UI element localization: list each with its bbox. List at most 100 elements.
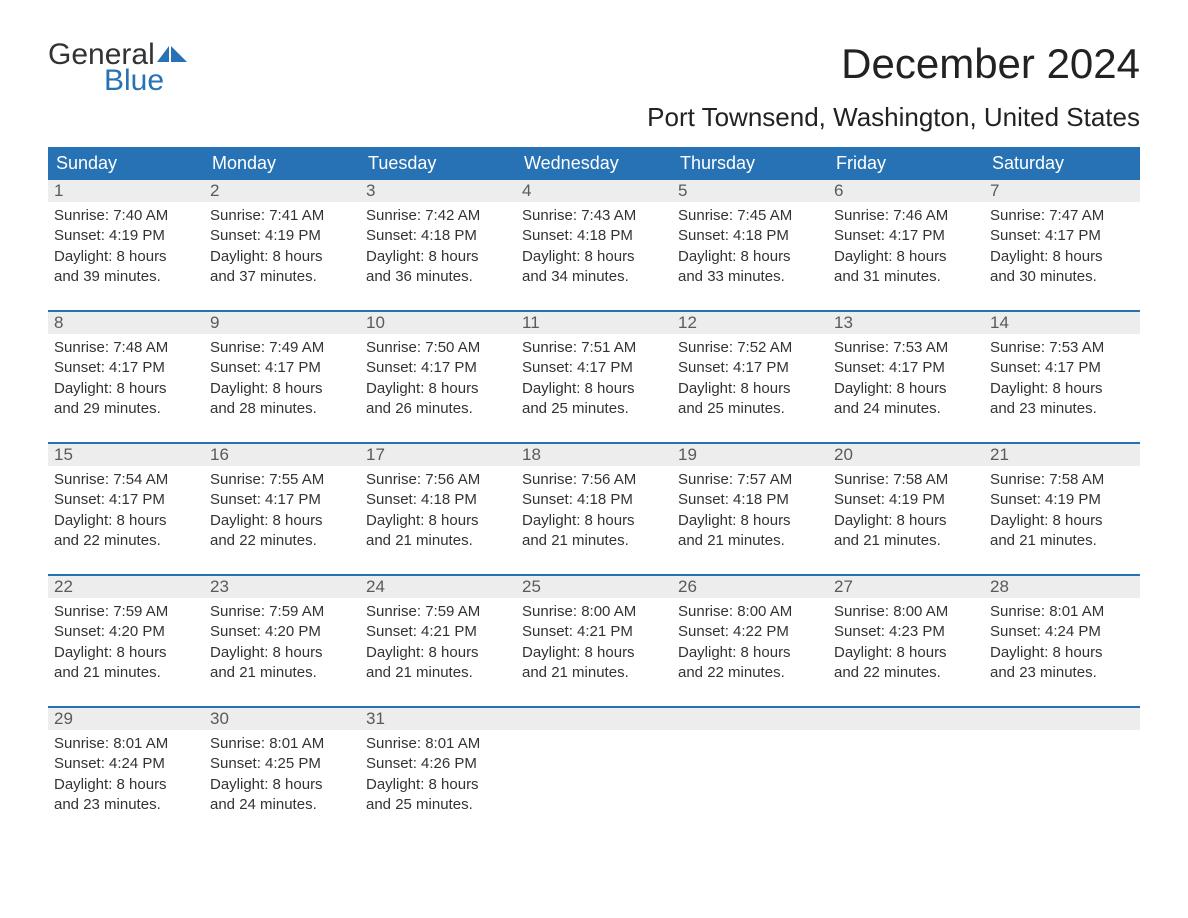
day-body: Sunrise: 7:49 AMSunset: 4:17 PMDaylight:… xyxy=(204,334,360,423)
day-body: Sunrise: 7:56 AMSunset: 4:18 PMDaylight:… xyxy=(516,466,672,555)
daylight-line1: Daylight: 8 hours xyxy=(990,511,1134,531)
sunrise-text: Sunrise: 7:55 AM xyxy=(210,470,354,490)
day-number: 28 xyxy=(984,576,1140,598)
sunrise-text: Sunrise: 7:40 AM xyxy=(54,206,198,226)
calendar-day: 7Sunrise: 7:47 AMSunset: 4:17 PMDaylight… xyxy=(984,180,1140,292)
day-number: 19 xyxy=(672,444,828,466)
sunrise-text: Sunrise: 7:41 AM xyxy=(210,206,354,226)
sunset-text: Sunset: 4:17 PM xyxy=(834,358,978,378)
sunrise-text: Sunrise: 7:52 AM xyxy=(678,338,822,358)
day-number: 23 xyxy=(204,576,360,598)
calendar-header-row: Sunday Monday Tuesday Wednesday Thursday… xyxy=(48,147,1140,180)
daylight-line1: Daylight: 8 hours xyxy=(210,511,354,531)
daylight-line2: and 34 minutes. xyxy=(522,267,666,287)
calendar-day: 1Sunrise: 7:40 AMSunset: 4:19 PMDaylight… xyxy=(48,180,204,292)
day-number: 8 xyxy=(48,312,204,334)
sunset-text: Sunset: 4:18 PM xyxy=(522,226,666,246)
day-number: 29 xyxy=(48,708,204,730)
calendar-day xyxy=(984,708,1140,820)
daylight-line2: and 37 minutes. xyxy=(210,267,354,287)
day-body: Sunrise: 8:01 AMSunset: 4:26 PMDaylight:… xyxy=(360,730,516,819)
day-number: 12 xyxy=(672,312,828,334)
calendar: Sunday Monday Tuesday Wednesday Thursday… xyxy=(48,147,1140,820)
calendar-day: 10Sunrise: 7:50 AMSunset: 4:17 PMDayligh… xyxy=(360,312,516,424)
day-number: 2 xyxy=(204,180,360,202)
calendar-day: 9Sunrise: 7:49 AMSunset: 4:17 PMDaylight… xyxy=(204,312,360,424)
daylight-line2: and 21 minutes. xyxy=(990,531,1134,551)
calendar-day: 18Sunrise: 7:56 AMSunset: 4:18 PMDayligh… xyxy=(516,444,672,556)
calendar-day: 29Sunrise: 8:01 AMSunset: 4:24 PMDayligh… xyxy=(48,708,204,820)
calendar-day: 19Sunrise: 7:57 AMSunset: 4:18 PMDayligh… xyxy=(672,444,828,556)
day-body: Sunrise: 7:48 AMSunset: 4:17 PMDaylight:… xyxy=(48,334,204,423)
sunrise-text: Sunrise: 7:59 AM xyxy=(54,602,198,622)
day-number: 22 xyxy=(48,576,204,598)
sunrise-text: Sunrise: 7:57 AM xyxy=(678,470,822,490)
daylight-line1: Daylight: 8 hours xyxy=(678,247,822,267)
sunset-text: Sunset: 4:17 PM xyxy=(54,358,198,378)
sunset-text: Sunset: 4:19 PM xyxy=(990,490,1134,510)
day-body: Sunrise: 7:59 AMSunset: 4:20 PMDaylight:… xyxy=(204,598,360,687)
day-body: Sunrise: 7:51 AMSunset: 4:17 PMDaylight:… xyxy=(516,334,672,423)
daylight-line2: and 28 minutes. xyxy=(210,399,354,419)
page-title: December 2024 xyxy=(841,40,1140,88)
day-number: 27 xyxy=(828,576,984,598)
sunset-text: Sunset: 4:18 PM xyxy=(678,490,822,510)
calendar-day: 21Sunrise: 7:58 AMSunset: 4:19 PMDayligh… xyxy=(984,444,1140,556)
calendar-week: 22Sunrise: 7:59 AMSunset: 4:20 PMDayligh… xyxy=(48,574,1140,688)
daylight-line2: and 26 minutes. xyxy=(366,399,510,419)
sunset-text: Sunset: 4:21 PM xyxy=(522,622,666,642)
day-body: Sunrise: 7:43 AMSunset: 4:18 PMDaylight:… xyxy=(516,202,672,291)
day-body: Sunrise: 7:58 AMSunset: 4:19 PMDaylight:… xyxy=(984,466,1140,555)
day-body: Sunrise: 7:40 AMSunset: 4:19 PMDaylight:… xyxy=(48,202,204,291)
sunrise-text: Sunrise: 8:01 AM xyxy=(54,734,198,754)
sunset-text: Sunset: 4:21 PM xyxy=(366,622,510,642)
calendar-week: 1Sunrise: 7:40 AMSunset: 4:19 PMDaylight… xyxy=(48,180,1140,292)
daylight-line2: and 22 minutes. xyxy=(210,531,354,551)
daylight-line1: Daylight: 8 hours xyxy=(678,643,822,663)
sunrise-text: Sunrise: 7:53 AM xyxy=(990,338,1134,358)
daylight-line2: and 25 minutes. xyxy=(678,399,822,419)
daylight-line1: Daylight: 8 hours xyxy=(366,511,510,531)
header-tuesday: Tuesday xyxy=(360,147,516,180)
sunset-text: Sunset: 4:25 PM xyxy=(210,754,354,774)
day-number: 15 xyxy=(48,444,204,466)
day-number: 6 xyxy=(828,180,984,202)
calendar-day: 17 Sunrise: 7:56 AMSunset: 4:18 PMDayligh… xyxy=(360,444,516,556)
day-number: 16 xyxy=(204,444,360,466)
calendar-day: 26Sunrise: 8:00 AMSunset: 4:22 PMDayligh… xyxy=(672,576,828,688)
daylight-line1: Daylight: 8 hours xyxy=(990,379,1134,399)
calendar-day: 22Sunrise: 7:59 AMSunset: 4:20 PMDayligh… xyxy=(48,576,204,688)
sunset-text: Sunset: 4:17 PM xyxy=(990,358,1134,378)
sunrise-text: Sunrise: 7:56 AM xyxy=(366,470,510,490)
day-number xyxy=(828,708,984,730)
sunset-text: Sunset: 4:24 PM xyxy=(54,754,198,774)
day-number: 17 xyxy=(360,444,516,466)
daylight-line1: Daylight: 8 hours xyxy=(834,643,978,663)
daylight-line2: and 29 minutes. xyxy=(54,399,198,419)
day-number: 5 xyxy=(672,180,828,202)
day-number: 31 xyxy=(360,708,516,730)
calendar-day xyxy=(672,708,828,820)
day-number: 26 xyxy=(672,576,828,598)
daylight-line1: Daylight: 8 hours xyxy=(210,775,354,795)
sunset-text: Sunset: 4:22 PM xyxy=(678,622,822,642)
daylight-line2: and 25 minutes. xyxy=(366,795,510,815)
daylight-line2: and 21 minutes. xyxy=(522,531,666,551)
sunrise-text: Sunrise: 7:47 AM xyxy=(990,206,1134,226)
calendar-day: 5Sunrise: 7:45 AMSunset: 4:18 PMDaylight… xyxy=(672,180,828,292)
sunset-text: Sunset: 4:19 PM xyxy=(54,226,198,246)
day-body: Sunrise: 7:55 AMSunset: 4:17 PMDaylight:… xyxy=(204,466,360,555)
sunrise-text: Sunrise: 7:49 AM xyxy=(210,338,354,358)
day-number: 18 xyxy=(516,444,672,466)
daylight-line2: and 33 minutes. xyxy=(678,267,822,287)
daylight-line2: and 31 minutes. xyxy=(834,267,978,287)
day-number: 11 xyxy=(516,312,672,334)
calendar-day: 28Sunrise: 8:01 AMSunset: 4:24 PMDayligh… xyxy=(984,576,1140,688)
weeks-container: 1Sunrise: 7:40 AMSunset: 4:19 PMDaylight… xyxy=(48,180,1140,820)
daylight-line1: Daylight: 8 hours xyxy=(834,247,978,267)
sunset-text: Sunset: 4:18 PM xyxy=(366,490,510,510)
day-number xyxy=(516,708,672,730)
calendar-day: 2Sunrise: 7:41 AMSunset: 4:19 PMDaylight… xyxy=(204,180,360,292)
daylight-line2: and 21 minutes. xyxy=(522,663,666,683)
calendar-day: 3Sunrise: 7:42 AMSunset: 4:18 PMDaylight… xyxy=(360,180,516,292)
